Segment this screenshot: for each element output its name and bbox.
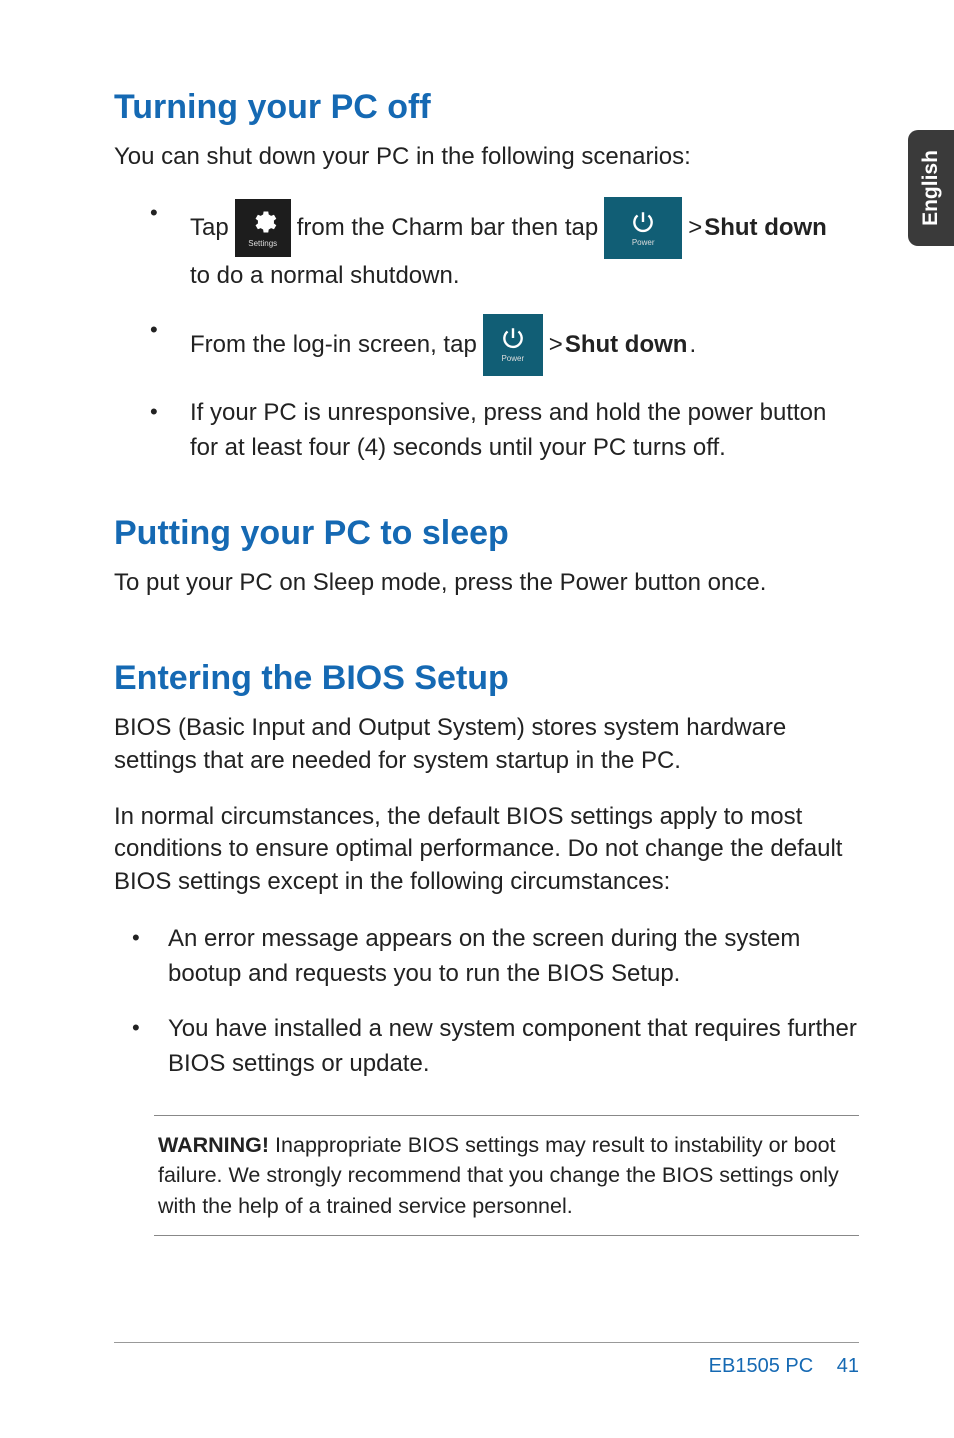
period: . — [689, 328, 696, 363]
power-tile-icon: Power — [604, 197, 682, 259]
list-item: Tap Settings from the Charm bar then tap… — [114, 197, 859, 294]
footer-page-number: 41 — [837, 1355, 859, 1377]
power-icon — [500, 325, 526, 351]
bios-p2: In normal circumstances, the default BIO… — [114, 801, 859, 898]
text-fragment: Tap — [190, 211, 229, 246]
side-tab-label: English — [919, 150, 943, 226]
footer-model: EB1505 PC — [709, 1355, 814, 1377]
gt-symbol: > — [688, 211, 702, 246]
turn-off-intro: You can shut down your PC in the followi… — [114, 141, 859, 173]
language-side-tab: English — [908, 130, 954, 246]
turn-off-list: Tap Settings from the Charm bar then tap… — [114, 197, 859, 465]
power-icon — [630, 209, 656, 235]
heading-bios: Entering the BIOS Setup — [114, 659, 859, 698]
list-item: From the log-in screen, tap Power > Shut… — [114, 314, 859, 376]
page-content: Turning your PC off You can shut down yo… — [0, 0, 954, 1296]
settings-tile-icon: Settings — [235, 199, 291, 257]
shut-down-label: Shut down — [704, 211, 827, 246]
tile-label: Settings — [248, 238, 277, 250]
text-fragment: An error message appears on the screen d… — [168, 925, 800, 987]
heading-sleep: Putting your PC to sleep — [114, 514, 859, 553]
text-fragment: to do a normal shutdown. — [190, 259, 859, 294]
shut-down-label: Shut down — [565, 328, 688, 363]
warning-label: WARNING! — [158, 1133, 269, 1157]
list-item: You have installed a new system componen… — [114, 1012, 859, 1082]
sleep-body: To put your PC on Sleep mode, press the … — [114, 567, 859, 599]
text-fragment: You have installed a new system componen… — [168, 1015, 857, 1077]
power-tile-icon: Power — [483, 314, 543, 376]
tile-label: Power — [632, 237, 655, 249]
bios-list: An error message appears on the screen d… — [114, 922, 859, 1081]
text-fragment: From the log-in screen, tap — [190, 328, 477, 363]
text-fragment: from the Charm bar then tap — [297, 211, 598, 246]
bios-p1: BIOS (Basic Input and Output System) sto… — [114, 712, 859, 777]
list-item: If your PC is unresponsive, press and ho… — [114, 396, 859, 466]
warning-box: WARNING! Inappropriate BIOS settings may… — [154, 1115, 859, 1235]
list-item: An error message appears on the screen d… — [114, 922, 859, 992]
page-footer: EB1505 PC 41 — [114, 1342, 859, 1378]
tile-label: Power — [501, 353, 524, 365]
gear-icon — [249, 208, 277, 236]
heading-turning-off: Turning your PC off — [114, 88, 859, 127]
gt-symbol: > — [549, 328, 563, 363]
text-fragment: If your PC is unresponsive, press and ho… — [190, 399, 826, 461]
